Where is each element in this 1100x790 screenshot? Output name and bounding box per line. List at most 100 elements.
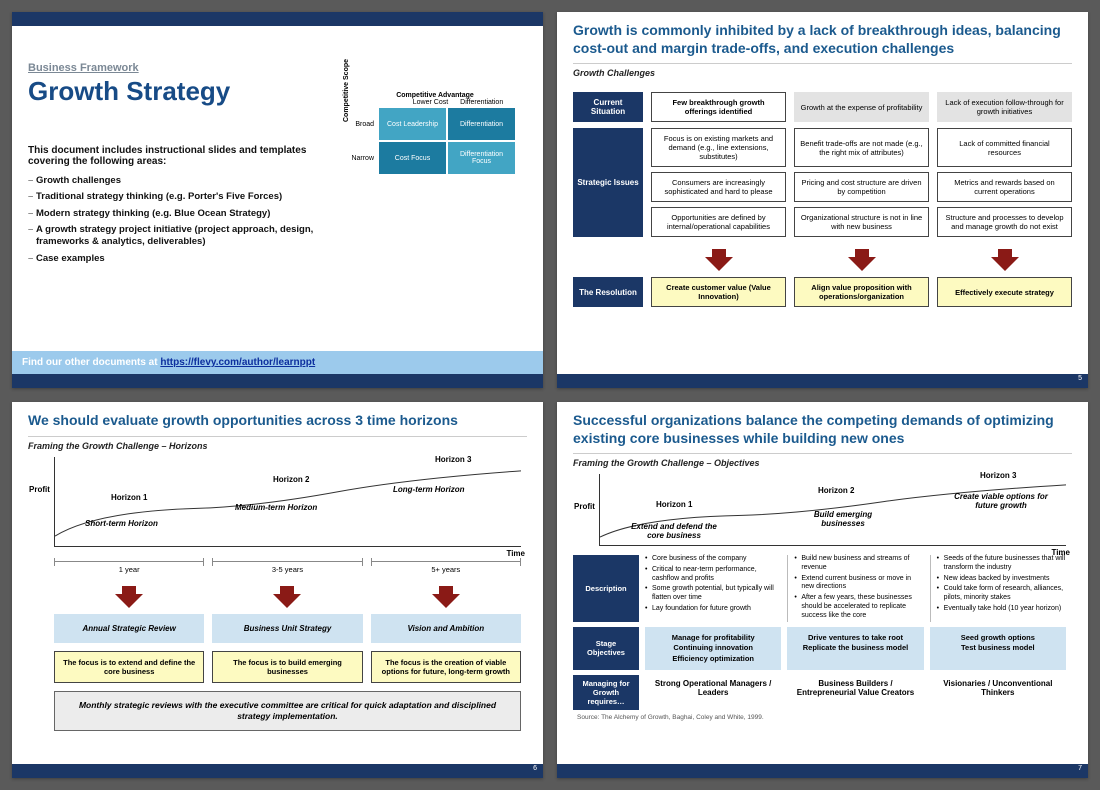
chart-xlabel: Time (506, 549, 525, 558)
page-number: 6 (533, 765, 537, 772)
chart-h1: Horizon 1 (656, 500, 692, 509)
arrow-down-icon (432, 594, 460, 608)
note-box: Monthly strategic reviews with the execu… (54, 691, 521, 731)
arrow-down-icon (991, 257, 1019, 271)
footer-bar: 5 (557, 374, 1088, 388)
mgr-box: Business Builders / Entrepreneurial Valu… (787, 675, 923, 710)
chart-s3: Create viable options for future growth (946, 492, 1056, 510)
row-managers: Managing for Growth requires… Strong Ope… (573, 675, 1066, 710)
row-objectives: Stage Objectives Manage for profitabilit… (573, 627, 1066, 669)
blue-row: Annual Strategic Review Business Unit St… (54, 614, 521, 643)
banner-prefix: Find our other documents at (22, 357, 160, 368)
yellow-row: The focus is to extend and define the co… (54, 651, 521, 683)
top-stripe (12, 12, 543, 26)
slide-horizons: We should evaluate growth opportunities … (12, 402, 543, 778)
row-current: Current Situation Few breakthrough growt… (573, 92, 1072, 122)
blue-box: Business Unit Strategy (212, 614, 362, 643)
matrix-cell: Cost Leadership (379, 108, 446, 140)
chart-s2: Build emerging businesses (798, 510, 888, 528)
box: Lack of committed financial resources (937, 128, 1072, 167)
blue-box: Annual Strategic Review (54, 614, 204, 643)
yellow-box: The focus is the creation of viable opti… (371, 651, 521, 683)
chart-s3: Long-term Horizon (393, 485, 465, 494)
chart-h1: Horizon 1 (111, 493, 147, 502)
blue-box: Vision and Ambition (371, 614, 521, 643)
matrix-cell: Differentiation Focus (448, 142, 515, 174)
row-label: Description (573, 555, 639, 622)
box: Opportunities are defined by internal/op… (651, 207, 786, 237)
arrow-row (54, 584, 521, 608)
list-item: Traditional strategy thinking (e.g. Port… (28, 189, 348, 205)
box: Create customer value (Value Innovation) (651, 277, 786, 307)
matrix-cell: Differentiation (448, 108, 515, 140)
source-text: Source: The Alchemy of Growth, Baghai, C… (577, 714, 1072, 721)
chart-h3: Horizon 3 (435, 455, 471, 464)
row-label: Stage Objectives (573, 627, 639, 669)
intro-text: This document includes instructional sli… (28, 145, 348, 167)
slide-subtitle: Framing the Growth Challenge – Horizons (28, 436, 527, 451)
row-issues: Strategic Issues Focus is on existing ma… (573, 128, 1072, 237)
box: Effectively execute strategy (937, 277, 1072, 307)
row-description: Description Core business of the company… (573, 555, 1066, 622)
obj-box: Seed growth optionsTest business model (930, 627, 1066, 669)
slide-title: Successful organizations balance the com… (573, 412, 1072, 447)
horizon-chart: Profit Time Horizon 1 Horizon 2 Horizon … (54, 457, 521, 547)
matrix-cell: Cost Focus (379, 142, 446, 174)
mgr-box: Visionaries / Unconventional Thinkers (930, 675, 1066, 710)
slide-title: We should evaluate growth opportunities … (28, 412, 527, 430)
mgr-box: Strong Operational Managers / Leaders (645, 675, 781, 710)
matrix-row1: Broad (355, 108, 377, 140)
yellow-box: The focus is to extend and define the co… (54, 651, 204, 683)
slide-growth-challenges: Growth is commonly inhibited by a lack o… (557, 12, 1088, 388)
range: 5+ years (371, 561, 521, 574)
matrix-caption: Competitive Advantage (355, 92, 515, 99)
slide-objectives: Successful organizations balance the com… (557, 402, 1088, 778)
chart-s1: Short-term Horizon (85, 519, 158, 528)
porter-matrix: Competitive Advantage Lower Cost Differe… (355, 92, 515, 174)
matrix-col2: Differentiation (460, 99, 503, 106)
pretitle: Business Framework (28, 62, 527, 74)
box: Pricing and cost structure are driven by… (794, 172, 929, 202)
list-item: Growth challenges (28, 173, 348, 189)
box: Metrics and rewards based on current ope… (937, 172, 1072, 202)
chart-s1: Extend and defend the core business (624, 522, 724, 540)
box: Align value proposition with operations/… (794, 277, 929, 307)
desc-col: Core business of the companyCritical to … (645, 555, 781, 622)
row-label: Current Situation (573, 92, 643, 122)
banner-link[interactable]: https://flevy.com/author/learnppt (160, 357, 315, 368)
row-resolution: The Resolution Create customer value (Va… (573, 277, 1072, 307)
box: Lack of execution follow-through for gro… (937, 92, 1072, 122)
row-label: The Resolution (573, 277, 643, 307)
list-item: Modern strategy thinking (e.g. Blue Ocea… (28, 206, 348, 222)
matrix-ylabel: Competitive Scope (343, 59, 350, 122)
chart-h2: Horizon 2 (818, 486, 854, 495)
arrow-down-icon (705, 257, 733, 271)
list-item: Case examples (28, 251, 348, 267)
arrow-down-icon (115, 594, 143, 608)
slide-subtitle: Framing the Growth Challenge – Objective… (573, 453, 1072, 468)
arrow-down-icon (848, 257, 876, 271)
box: Organizational structure is not in line … (794, 207, 929, 237)
link-banner: Find our other documents at https://flev… (12, 351, 543, 374)
box: Consumers are increasingly sophisticated… (651, 172, 786, 202)
range-row: 1 year 3-5 years 5+ years (54, 561, 521, 574)
desc-col: Build new business and streams of revenu… (787, 555, 923, 622)
box: Focus is on existing markets and demand … (651, 128, 786, 167)
arrow-row (651, 245, 1072, 271)
slide-cover: Business Framework Growth Strategy Compe… (12, 12, 543, 388)
box: Structure and processes to develop and m… (937, 207, 1072, 237)
matrix-col1: Lower Cost (413, 99, 448, 106)
range: 3-5 years (212, 561, 362, 574)
obj-box: Drive ventures to take rootReplicate the… (787, 627, 923, 669)
page-number: 7 (1078, 765, 1082, 772)
footer-bar: 7 (557, 764, 1088, 778)
chart-h2: Horizon 2 (273, 475, 309, 484)
chart-ylabel: Profit (29, 485, 50, 494)
row-label: Managing for Growth requires… (573, 675, 639, 710)
footer-bar (12, 374, 543, 388)
horizon-chart: Profit Time Horizon 1 Horizon 2 Horizon … (599, 474, 1066, 546)
yellow-box: The focus is to build emerging businesse… (212, 651, 362, 683)
box: Growth at the expense of profitability (794, 92, 929, 122)
list-item: A growth strategy project initiative (pr… (28, 222, 348, 251)
slide-title: Growth is commonly inhibited by a lack o… (573, 22, 1072, 57)
